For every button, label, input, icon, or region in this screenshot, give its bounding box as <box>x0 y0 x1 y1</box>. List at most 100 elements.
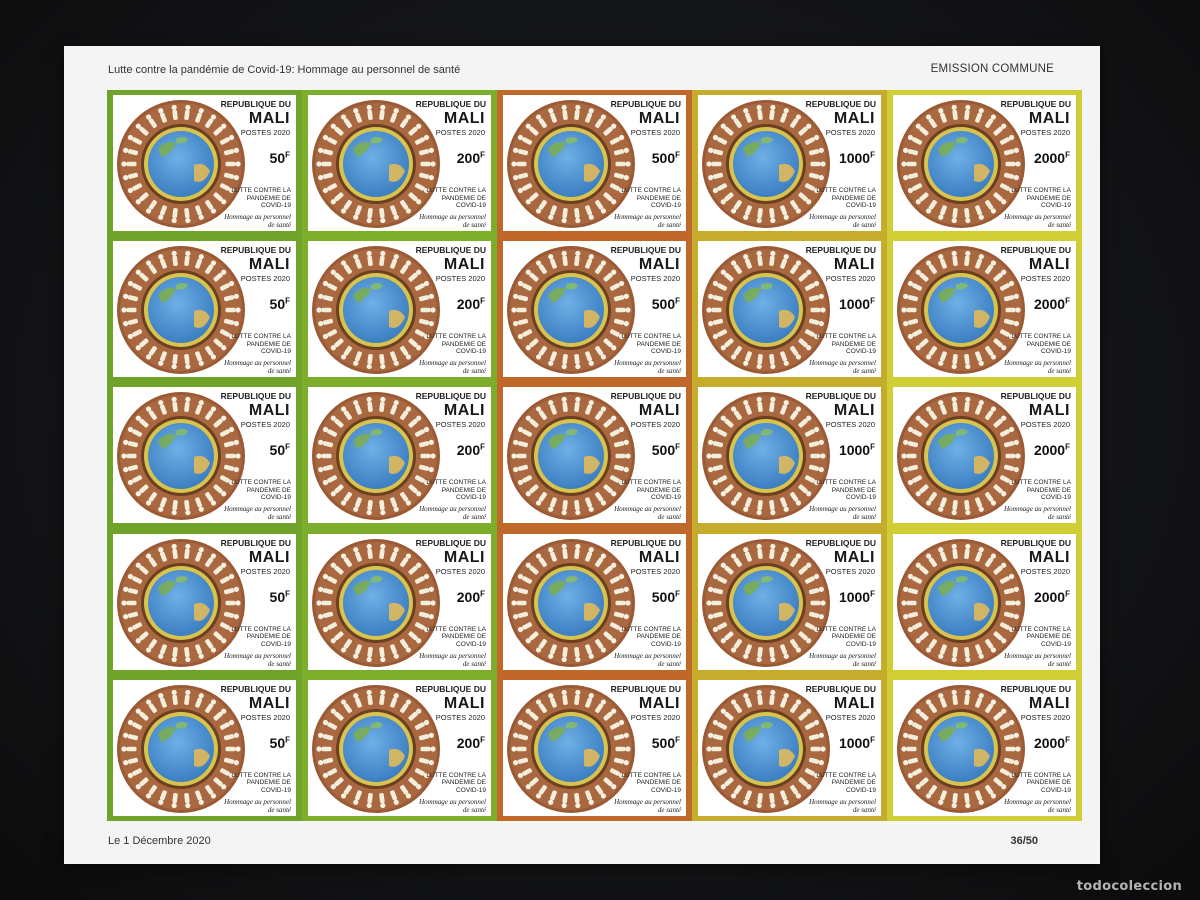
hommage-text: Hommage au personnel de santé <box>614 651 681 668</box>
stamp: REPUBLIQUE DU MALI POSTES 2020 200F LUTT… <box>308 679 491 816</box>
stamp: REPUBLIQUE DU MALI POSTES 2020 500F LUTT… <box>503 95 686 231</box>
postes-year: POSTES 2020 <box>630 274 680 284</box>
stamp: REPUBLIQUE DU MALI POSTES 2020 50F LUTTE… <box>113 241 296 378</box>
globe-disc-image <box>311 391 441 521</box>
globe-disc-image <box>116 538 246 668</box>
postes-year: POSTES 2020 <box>435 566 485 576</box>
stamp: REPUBLIQUE DU MALI POSTES 2020 50F LUTTE… <box>113 387 296 524</box>
country-name: MALI <box>443 548 485 566</box>
lutte-text: LUTTE CONTRE LA PANDEMIE DE COVID-19 <box>231 771 291 794</box>
globe-disc-image <box>311 684 441 814</box>
globe-disc-image <box>896 684 1026 814</box>
country-line: REPUBLIQUE DU <box>610 391 681 402</box>
lutte-text: LUTTE CONTRE LA PANDEMIE DE COVID-19 <box>426 333 486 356</box>
globe-disc-image <box>701 684 831 814</box>
stamp-sheet: Lutte contre la pandémie de Covid-19: Ho… <box>64 46 1100 864</box>
postes-year: POSTES 2020 <box>825 274 875 284</box>
stamp: REPUBLIQUE DU MALI POSTES 2020 50F LUTTE… <box>113 679 296 816</box>
country-line: REPUBLIQUE DU <box>415 537 486 548</box>
country-name: MALI <box>443 402 485 420</box>
hommage-text: Hommage au personnel de santé <box>1004 797 1071 814</box>
country-line: REPUBLIQUE DU <box>610 99 681 109</box>
globe-disc-image <box>116 391 246 521</box>
globe-disc-image <box>896 245 1026 375</box>
country-name: MALI <box>638 694 680 712</box>
country-name: MALI <box>638 548 680 566</box>
globe-disc-image <box>701 391 831 521</box>
face-value: 50F <box>269 296 290 313</box>
lutte-text: LUTTE CONTRE LA PANDEMIE DE COVID-19 <box>1011 333 1071 356</box>
postes-year: POSTES 2020 <box>630 566 680 576</box>
stamp: REPUBLIQUE DU MALI POSTES 2020 500F LUTT… <box>503 679 686 816</box>
hommage-text: Hommage au personnel de santé <box>419 651 486 668</box>
stamp: REPUBLIQUE DU MALI POSTES 2020 2000F LUT… <box>893 241 1076 378</box>
hommage-text: Hommage au personnel de santé <box>1004 505 1071 522</box>
lutte-text: LUTTE CONTRE LA PANDEMIE DE COVID-19 <box>231 187 291 209</box>
country-line: REPUBLIQUE DU <box>610 683 681 694</box>
stamp: REPUBLIQUE DU MALI POSTES 2020 2000F LUT… <box>893 387 1076 524</box>
hommage-text: Hommage au personnel de santé <box>224 797 291 814</box>
stamp: REPUBLIQUE DU MALI POSTES 2020 500F LUTT… <box>503 533 686 670</box>
stamp: REPUBLIQUE DU MALI POSTES 2020 1000F LUT… <box>698 241 881 378</box>
postes-year: POSTES 2020 <box>240 712 290 722</box>
stamp: REPUBLIQUE DU MALI POSTES 2020 200F LUTT… <box>308 241 491 378</box>
lutte-text: LUTTE CONTRE LA PANDEMIE DE COVID-19 <box>426 771 486 794</box>
lutte-text: LUTTE CONTRE LA PANDEMIE DE COVID-19 <box>816 187 876 209</box>
country-line: REPUBLIQUE DU <box>1000 683 1071 694</box>
emission-label: EMISSION COMMUNE <box>930 63 1054 75</box>
face-value: 50F <box>269 442 290 459</box>
hommage-text: Hommage au personnel de santé <box>419 505 486 522</box>
globe-disc-image <box>506 538 636 668</box>
country-name: MALI <box>248 548 290 566</box>
sheet-title: Lutte contre la pandémie de Covid-19: Ho… <box>108 64 461 76</box>
face-value: 1000F <box>838 296 875 313</box>
hommage-text: Hommage au personnel de santé <box>419 359 486 376</box>
country-line: REPUBLIQUE DU <box>805 537 876 548</box>
country-line: REPUBLIQUE DU <box>415 391 486 402</box>
hommage-text: Hommage au personnel de santé <box>809 797 876 814</box>
stamp: REPUBLIQUE DU MALI POSTES 2020 1000F LUT… <box>698 95 881 231</box>
country-line: REPUBLIQUE DU <box>1000 391 1071 402</box>
face-value: 1000F <box>838 150 875 166</box>
face-value: 1000F <box>838 442 875 459</box>
country-name: MALI <box>638 110 680 127</box>
lutte-text: LUTTE CONTRE LA PANDEMIE DE COVID-19 <box>426 625 486 648</box>
country-name: MALI <box>443 694 485 712</box>
country-name: MALI <box>1028 256 1070 274</box>
country-line: REPUBLIQUE DU <box>805 683 876 694</box>
stamp: REPUBLIQUE DU MALI POSTES 2020 1000F LUT… <box>698 679 881 816</box>
hommage-text: Hommage au personnel de santé <box>809 213 876 229</box>
country-name: MALI <box>443 256 485 274</box>
stamp: REPUBLIQUE DU MALI POSTES 2020 2000F LUT… <box>893 533 1076 670</box>
lutte-text: LUTTE CONTRE LA PANDEMIE DE COVID-19 <box>816 333 876 356</box>
stamp: REPUBLIQUE DU MALI POSTES 2020 1000F LUT… <box>698 387 881 524</box>
country-line: REPUBLIQUE DU <box>415 245 486 256</box>
stamp: REPUBLIQUE DU MALI POSTES 2020 500F LUTT… <box>503 387 686 524</box>
postes-year: POSTES 2020 <box>240 274 290 284</box>
globe-disc-image <box>116 99 246 229</box>
country-line: REPUBLIQUE DU <box>220 391 291 402</box>
country-name: MALI <box>1028 694 1070 712</box>
postes-year: POSTES 2020 <box>630 128 680 137</box>
globe-disc-image <box>701 245 831 375</box>
lutte-text: LUTTE CONTRE LA PANDEMIE DE COVID-19 <box>231 625 291 648</box>
hommage-text: Hommage au personnel de santé <box>809 359 876 376</box>
country-line: REPUBLIQUE DU <box>220 245 291 256</box>
country-line: REPUBLIQUE DU <box>1000 245 1071 256</box>
country-name: MALI <box>638 256 680 274</box>
hommage-text: Hommage au personnel de santé <box>1004 213 1071 229</box>
hommage-text: Hommage au personnel de santé <box>224 359 291 376</box>
postes-year: POSTES 2020 <box>435 712 485 722</box>
country-name: MALI <box>248 110 290 127</box>
country-name: MALI <box>638 402 680 420</box>
country-name: MALI <box>443 110 485 127</box>
country-line: REPUBLIQUE DU <box>1000 537 1071 548</box>
issue-date: Le 1 Décembre 2020 <box>108 835 211 847</box>
postes-year: POSTES 2020 <box>825 712 875 722</box>
face-value: 500F <box>651 150 680 166</box>
lutte-text: LUTTE CONTRE LA PANDEMIE DE COVID-19 <box>1011 771 1071 794</box>
hommage-text: Hommage au personnel de santé <box>614 213 681 229</box>
country-name: MALI <box>833 694 875 712</box>
country-line: REPUBLIQUE DU <box>610 245 681 256</box>
watermark-logo: todocoleccion <box>1076 879 1182 894</box>
